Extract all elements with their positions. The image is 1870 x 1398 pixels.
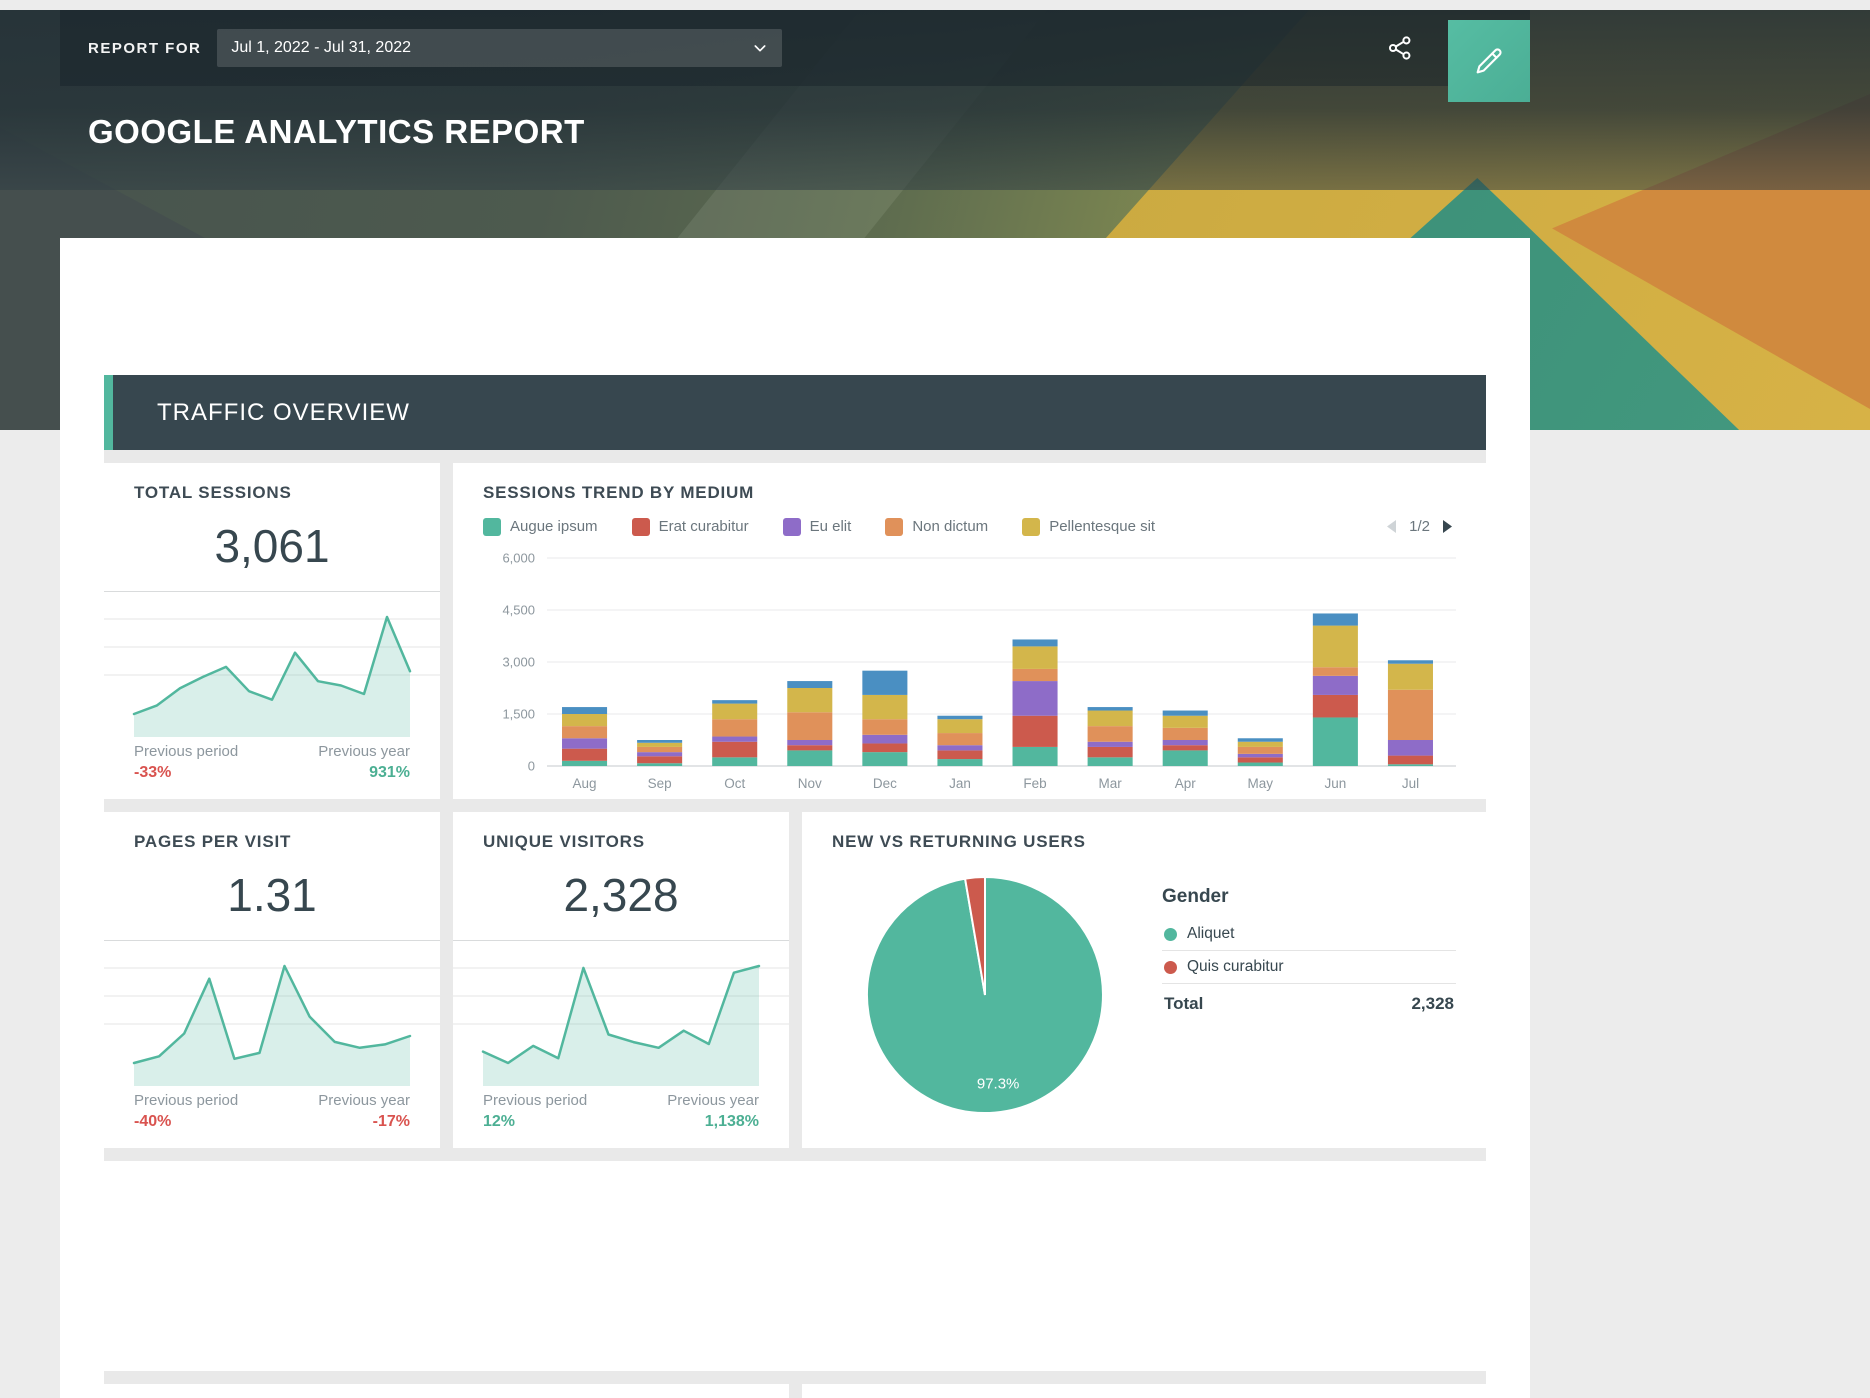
new-vs-returning-title: NEW VS RETURNING USERS <box>832 832 1456 852</box>
trend-pagination: 1/2 <box>1383 517 1456 536</box>
pie-total-row: Total 2,328 <box>1162 984 1456 1014</box>
report-for-label: REPORT FOR <box>88 40 201 57</box>
svg-text:Jul: Jul <box>1402 776 1419 791</box>
pages-per-visit-title: PAGES PER VISIT <box>134 832 410 852</box>
sessions-trend-card: SESSIONS TREND BY MEDIUM Augue ipsum Erat… <box>453 463 1486 799</box>
pagination-label: 1/2 <box>1409 518 1430 535</box>
legend-chip <box>483 518 501 536</box>
legend-item-label: Erat curabitur <box>659 518 749 535</box>
chevron-down-icon <box>752 40 768 56</box>
prev-period-label: Previous period <box>134 743 238 760</box>
svg-text:1,500: 1,500 <box>502 707 535 722</box>
pagination-prev-icon[interactable] <box>1383 517 1401 536</box>
legend-chip <box>1022 518 1040 536</box>
pages-per-visit-card: PAGES PER VISIT 1.31 Previous period Pre… <box>104 812 440 1148</box>
legend-dot <box>1164 928 1177 941</box>
svg-text:0: 0 <box>528 759 535 774</box>
svg-text:Oct: Oct <box>724 776 745 791</box>
total-sessions-title: TOTAL SESSIONS <box>134 483 410 503</box>
cutoff-card <box>802 1384 1486 1398</box>
svg-text:Mar: Mar <box>1099 776 1123 791</box>
cutoff-card <box>104 1384 789 1398</box>
prev-year-label: Previous year <box>318 743 410 760</box>
prev-period-pct: 12% <box>483 1113 515 1131</box>
svg-text:Apr: Apr <box>1175 776 1197 791</box>
legend-item[interactable]: Non dictum <box>885 518 988 536</box>
legend-item-label: Augue ipsum <box>510 518 598 535</box>
legend-item-label: Non dictum <box>912 518 988 535</box>
legend-item-label: Eu elit <box>810 518 852 535</box>
sessions-trend-title: SESSIONS TREND BY MEDIUM <box>483 483 1456 503</box>
legend-item-aliquet[interactable]: Aliquet <box>1162 918 1456 950</box>
prev-year-label: Previous year <box>318 1092 410 1109</box>
svg-text:Jun: Jun <box>1324 776 1346 791</box>
prev-year-label: Previous year <box>667 1092 759 1109</box>
prev-year-pct: 931% <box>369 764 410 782</box>
cutoff-card <box>104 1161 1486 1371</box>
prev-period-pct: -40% <box>134 1113 171 1131</box>
total-sessions-sparkline-chart <box>104 592 440 737</box>
legend-item[interactable]: Augue ipsum <box>483 518 598 536</box>
unique-visitors-sparkline-chart <box>453 941 789 1086</box>
report-body: TRAFFIC OVERVIEW TOTAL SESSIONS 3,061 Pr… <box>60 238 1530 1398</box>
prev-period-pct: -33% <box>134 764 171 782</box>
svg-text:Dec: Dec <box>873 776 897 791</box>
total-sessions-card: TOTAL SESSIONS 3,061 Previous period Pre… <box>104 463 440 799</box>
svg-text:4,500: 4,500 <box>502 603 535 618</box>
new-vs-returning-card: NEW VS RETURNING USERS 97.3% Gender Aliq… <box>802 812 1486 1148</box>
edit-button[interactable] <box>1448 20 1530 102</box>
svg-text:Aug: Aug <box>573 776 597 791</box>
pages-per-visit-sparkline-chart <box>104 941 440 1086</box>
pie-total-value: 2,328 <box>1411 994 1454 1014</box>
svg-text:6,000: 6,000 <box>502 551 535 566</box>
share-button[interactable] <box>1380 28 1420 68</box>
svg-text:3,000: 3,000 <box>502 655 535 670</box>
unique-visitors-card: UNIQUE VISITORS 2,328 Previous period Pr… <box>453 812 789 1148</box>
svg-text:Feb: Feb <box>1023 776 1046 791</box>
legend-item-label: Pellentesque sit <box>1049 518 1155 535</box>
svg-text:Sep: Sep <box>648 776 672 791</box>
sessions-trend-bar-chart: 0 1,500 3,000 4,500 6,000 Aug Sep Oct Nov Dec Jan F… <box>483 548 1456 796</box>
pagination-next-icon[interactable] <box>1438 517 1456 536</box>
legend-chip <box>783 518 801 536</box>
pencil-icon <box>1472 44 1506 78</box>
date-range-select[interactable]: Jul 1, 2022 - Jul 31, 2022 <box>217 29 782 67</box>
share-icon <box>1386 34 1414 62</box>
pie-total-label: Total <box>1164 994 1203 1014</box>
legend-chip <box>632 518 650 536</box>
prev-year-pct: -17% <box>373 1113 410 1131</box>
legend-item[interactable]: Pellentesque sit <box>1022 518 1155 536</box>
legend-item-label: Aliquet <box>1187 925 1234 943</box>
prev-period-label: Previous period <box>134 1092 238 1109</box>
new-vs-returning-pie-chart: 97.3% <box>850 860 1120 1130</box>
prev-period-label: Previous period <box>483 1092 587 1109</box>
legend-item-label: Quis curabitur <box>1187 958 1283 976</box>
trend-legend-items: Augue ipsum Erat curabitur Eu elit Non dict… <box>483 518 1189 536</box>
legend-item[interactable]: Erat curabitur <box>632 518 749 536</box>
report-topbar: REPORT FOR Jul 1, 2022 - Jul 31, 2022 <box>60 10 1530 86</box>
section-title: TRAFFIC OVERVIEW <box>157 399 410 427</box>
prev-year-pct: 1,138% <box>705 1113 759 1131</box>
date-range-value: Jul 1, 2022 - Jul 31, 2022 <box>231 39 411 57</box>
svg-text:Nov: Nov <box>798 776 822 791</box>
pages-per-visit-value: 1.31 <box>134 868 410 922</box>
pie-legend: Gender Aliquet Quis curabitur Total <box>1162 886 1456 1130</box>
legend-item[interactable]: Eu elit <box>783 518 852 536</box>
section-header-traffic-overview: TRAFFIC OVERVIEW <box>104 375 1486 450</box>
total-sessions-value: 3,061 <box>134 519 410 573</box>
unique-visitors-value: 2,328 <box>483 868 759 922</box>
unique-visitors-title: UNIQUE VISITORS <box>483 832 759 852</box>
legend-item-quis-curabitur[interactable]: Quis curabitur <box>1162 950 1456 984</box>
legend-chip <box>885 518 903 536</box>
svg-text:Jan: Jan <box>949 776 971 791</box>
trend-legend: Augue ipsum Erat curabitur Eu elit Non dict… <box>483 517 1456 536</box>
report-title: GOOGLE ANALYTICS REPORT <box>88 112 1530 152</box>
pie-legend-title: Gender <box>1162 886 1456 908</box>
legend-dot <box>1164 961 1177 974</box>
svg-text:97.3%: 97.3% <box>977 1075 1020 1092</box>
svg-text:May: May <box>1248 776 1274 791</box>
